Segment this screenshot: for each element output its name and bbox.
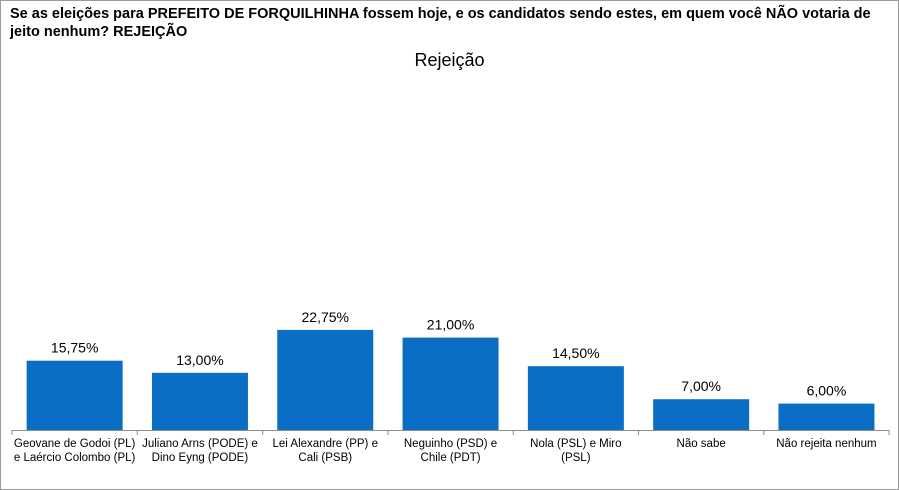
- value-label-2: 13,00%: [176, 352, 223, 368]
- category-label-5: Nola (PSL) e Miro (PSL): [530, 438, 622, 464]
- bar-5: [527, 366, 624, 430]
- value-label-6: 7,00%: [681, 378, 721, 394]
- value-label-4: 21,00%: [427, 317, 474, 333]
- bar-4: [402, 337, 499, 430]
- category-label-3: Lei Alexandre (PP) e Cali (PSB): [272, 438, 378, 464]
- category-label-6: Não sabe: [676, 438, 726, 450]
- value-label-5: 14,50%: [552, 345, 599, 361]
- value-label-7: 6,00%: [807, 383, 847, 399]
- category-label-1: Geovane de Godoi (PL) e Laércio Colombo …: [13, 438, 136, 464]
- value-label-1: 15,75%: [51, 340, 98, 356]
- category-label-2: Juliano Arns (PODE) e Dino Eyng (PODE): [142, 438, 258, 464]
- value-label-3: 22,75%: [302, 309, 349, 325]
- chart-title: Rejeição: [414, 50, 485, 70]
- bar-2: [151, 372, 248, 430]
- bar-1: [26, 360, 123, 430]
- category-label-4: Neguinho (PSD) e Chile (PDT): [403, 438, 498, 464]
- survey-question: Se as eleições para PREFEITO DE FORQUILH…: [10, 6, 871, 40]
- bar-6: [653, 399, 750, 430]
- category-label-7: Não rejeita nenhum: [776, 438, 877, 450]
- bar-3: [277, 329, 374, 430]
- bar-7: [778, 403, 875, 430]
